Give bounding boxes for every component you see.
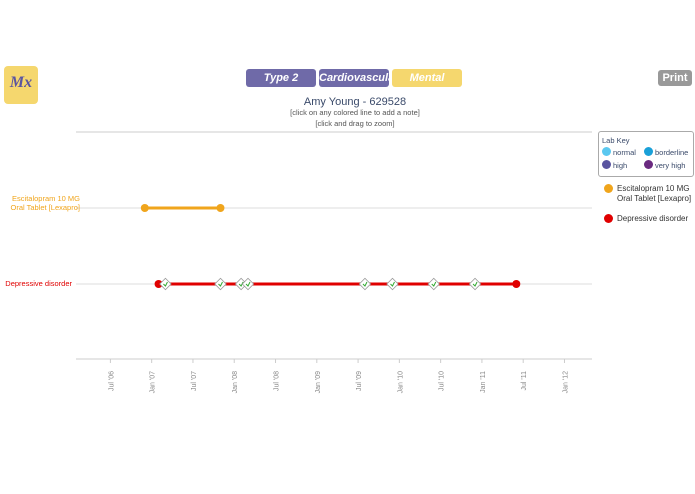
x-tick-label: Jan '12: [562, 371, 569, 393]
legend-dot: [604, 214, 613, 223]
lab-key-label: normal: [613, 148, 636, 157]
x-tick-label: Jul '08: [274, 371, 281, 391]
x-tick-label: Jan '09: [315, 371, 322, 393]
legend-item: Escitalopram 10 MG Oral Tablet [Lexapro]: [604, 184, 692, 204]
lab-key-item: normal: [602, 147, 636, 157]
note-marker[interactable]: [214, 277, 227, 291]
tab[interactable]: Cardiovascular: [319, 69, 398, 87]
tab[interactable]: Type 2 Diabetes: [246, 69, 316, 102]
note-check: [218, 281, 223, 287]
row-label: Depressive disorder: [5, 279, 72, 288]
end-dot: [216, 204, 225, 212]
lab-key-label: very high: [655, 161, 686, 170]
lab-key-item: very high: [644, 160, 685, 170]
legend-text: Depressive disorder: [617, 214, 689, 223]
patient-name: Amy Young - 629528: [303, 96, 407, 108]
legend-dot: [604, 184, 613, 193]
lab-key-dot: [644, 147, 653, 156]
x-tick-label: Jan '10: [397, 371, 404, 393]
note-check: [472, 281, 478, 287]
x-tick-label: Jul '07: [191, 371, 198, 391]
lab-key-label: high: [613, 161, 628, 170]
note-diamond: [241, 277, 255, 291]
note-diamond: [358, 277, 372, 291]
x-tick-label: Jan '08: [232, 371, 239, 393]
legend-item: Depressive disorder: [604, 214, 692, 224]
note-diamond: [214, 277, 227, 291]
x-tick-label: Jul '06: [108, 371, 115, 391]
row-label: Escitalopram 10 MG Oral Tablet [Lexapro]: [10, 194, 81, 212]
note-diamond: [427, 277, 440, 291]
hint: [click on any colored line to add a note…: [290, 108, 420, 117]
note-diamond: [386, 277, 399, 291]
lab-key-dot: [602, 160, 611, 169]
note-diamond: [234, 277, 248, 291]
note-check: [362, 281, 368, 287]
note-marker[interactable]: [427, 277, 440, 291]
logo[interactable]: Mx: [4, 66, 38, 104]
x-tick-label: Jul '09: [356, 371, 363, 391]
legend-text: Escitalopram 10 MG Oral Tablet [Lexapro]: [617, 184, 692, 203]
note-marker[interactable]: [241, 277, 255, 291]
tab-active[interactable]: Mental Health: [392, 69, 462, 102]
x-tick-label: Jan '11: [480, 371, 487, 393]
note-diamond: [159, 277, 172, 291]
note-check: [431, 281, 437, 287]
lab-key-item: high: [602, 160, 627, 170]
start-dot: [140, 204, 149, 212]
note-marker[interactable]: [358, 277, 372, 291]
note-check: [163, 281, 168, 287]
lab-key-dot: [644, 160, 653, 169]
x-tick-label: Jan '07: [150, 371, 157, 393]
note-diamond: [468, 277, 482, 291]
note-marker[interactable]: [386, 277, 399, 291]
note-check: [245, 281, 251, 287]
lab-key-item: borderline: [644, 147, 688, 157]
lab-key-label: borderline: [655, 148, 689, 157]
note-check: [390, 281, 395, 287]
hint: [click and drag to zoom]: [315, 119, 395, 128]
lab-key: Lab Key normal borderline high very high: [598, 131, 694, 177]
note-marker[interactable]: [468, 277, 482, 291]
start-dot: [154, 280, 163, 288]
note-marker[interactable]: [159, 277, 172, 291]
print-button[interactable]: Print: [658, 70, 692, 86]
lab-key-title: Lab Key: [602, 136, 630, 145]
lab-key-dot: [602, 147, 611, 156]
end-dot: [512, 280, 521, 288]
x-tick-label: Jul '10: [439, 371, 446, 391]
x-tick-label: Jul '11: [521, 371, 528, 391]
